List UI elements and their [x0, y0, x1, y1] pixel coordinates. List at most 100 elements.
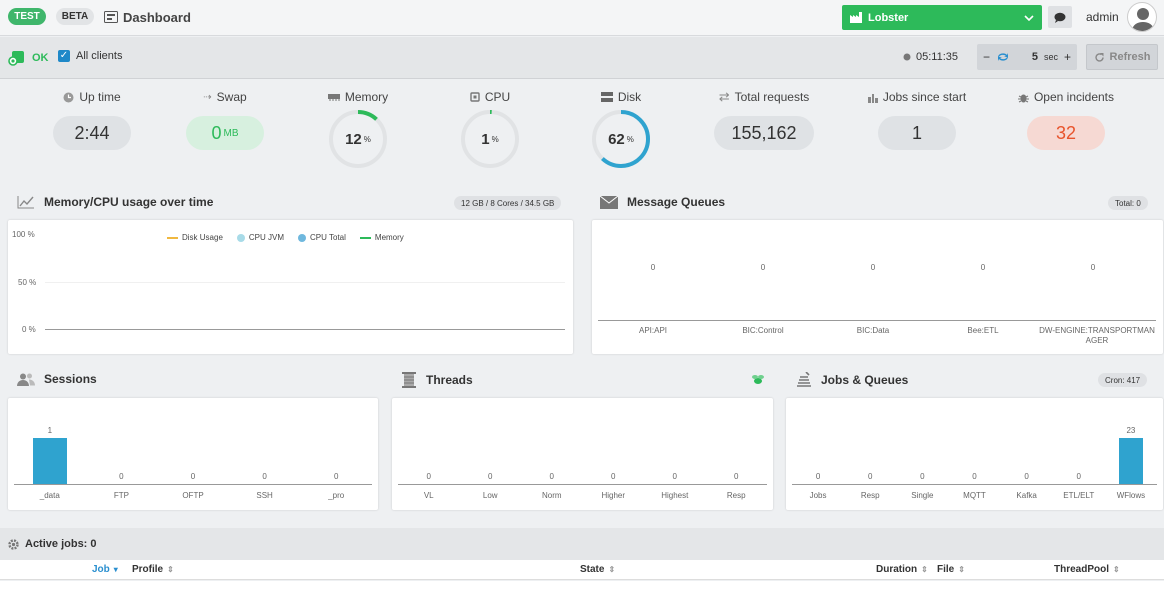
- memory-chip-icon: [327, 94, 340, 101]
- mq-card: 0 0 0 0 0 API:API BIC:Control BIC:Data B…: [592, 220, 1163, 354]
- page-title-text: Dashboard: [123, 9, 191, 25]
- column-header-file[interactable]: File ⇕: [937, 564, 965, 575]
- bar-value-label: 0: [333, 472, 339, 481]
- legend-item[interactable]: CPU Total: [298, 233, 346, 242]
- mq-category: API:API: [638, 326, 667, 335]
- bar-value-label: 0: [262, 472, 267, 481]
- test-badge: TEST: [8, 8, 46, 25]
- stat-disk: Disk 62%: [556, 90, 686, 170]
- x-axis: [792, 484, 1157, 485]
- tenant-select[interactable]: Lobster: [842, 5, 1042, 30]
- legend-swatch: [236, 233, 245, 242]
- stat-incidents-label: Open incidents: [1033, 90, 1115, 104]
- bar-value-label: 0: [867, 472, 873, 481]
- auto-refresh-icon[interactable]: [996, 51, 1010, 63]
- bee-icon[interactable]: [752, 375, 764, 388]
- sort-icon: ⇕: [167, 565, 174, 574]
- column-header-job[interactable]: Job ▾: [92, 564, 118, 575]
- bar-category-label: SSH: [256, 491, 273, 500]
- dashboard-icon: [104, 11, 118, 23]
- server-time: 05:11:35: [916, 51, 959, 63]
- x-axis: [14, 484, 372, 485]
- disk-gauge-unit: %: [626, 134, 634, 144]
- mq-title-text: Message Queues: [627, 195, 726, 209]
- increment-button[interactable]: +: [1063, 50, 1071, 64]
- mq-value: 0: [1090, 263, 1096, 272]
- mq-category: DW-ENGINE:TRANSPORTMANAGER: [1039, 326, 1155, 345]
- mq-total-tag: Total: 0: [1108, 196, 1148, 210]
- jq-title-text: Jobs & Queues: [821, 372, 909, 387]
- stat-memory-label: Memory: [344, 90, 389, 104]
- bar-category-label: Single: [911, 491, 934, 500]
- refresh-interval-stepper[interactable]: − 5 sec +: [977, 44, 1077, 70]
- bar-category-label: FTP: [113, 491, 129, 500]
- stat-uptime: Up time 2:44: [27, 90, 157, 150]
- jobs-icon: [867, 93, 878, 103]
- interval-value: 5: [1031, 51, 1038, 63]
- column-label: State: [580, 564, 605, 575]
- bar-value-label: 0: [549, 472, 554, 481]
- gauge-arc: [592, 110, 650, 168]
- bar-value-label: 0: [488, 472, 493, 481]
- column-label: Job: [92, 564, 110, 575]
- x-axis: [45, 329, 565, 330]
- stat-disk-label: Disk: [617, 90, 642, 104]
- threads-title: Threads: [401, 372, 473, 388]
- checkbox-checked-icon[interactable]: ✓: [58, 50, 70, 62]
- column-header-state[interactable]: State ⇕: [580, 564, 615, 575]
- column-header-threadpool[interactable]: ThreadPool ⇕: [1054, 564, 1120, 575]
- bar-category-label: WFlows: [1116, 491, 1146, 500]
- column-header-profile[interactable]: Profile ⇕: [132, 564, 174, 575]
- cpu-icon: [470, 92, 480, 102]
- legend-item[interactable]: CPU JVM: [236, 233, 284, 242]
- bar-category-label: OFTP: [182, 491, 204, 500]
- memory-gauge: 12%: [327, 108, 389, 170]
- bar-category-label: _data: [39, 491, 60, 500]
- jq-title: Jobs & Queues: [796, 372, 908, 387]
- legend-item[interactable]: Disk Usage: [167, 233, 223, 242]
- bar-category-label: Low: [482, 491, 498, 500]
- y-tick: 50 %: [18, 278, 37, 287]
- bar[interactable]: [32, 438, 67, 484]
- refresh-button[interactable]: Refresh: [1086, 44, 1158, 70]
- active-jobs-title-text: Active jobs: 0: [25, 538, 97, 550]
- stat-incidents-value[interactable]: 32: [1027, 116, 1105, 150]
- mq-value: 0: [980, 263, 986, 272]
- bar-category-label: Resp: [860, 491, 880, 500]
- jq-card: 0 Jobs 0 Resp 0 Single 0 MQTT 0 Kafka 0 ETL/ELT 23 WF…: [786, 398, 1163, 510]
- sessions-title: Sessions: [17, 372, 97, 386]
- legend-swatch: [167, 236, 178, 239]
- bar-value-label: 0: [972, 472, 977, 481]
- user-name[interactable]: admin: [1086, 10, 1119, 24]
- cpu-gauge-value: 1: [481, 130, 490, 148]
- status-bar: [0, 37, 1164, 79]
- tenant-value: Lobster: [868, 11, 909, 24]
- active-jobs-bar: [0, 528, 1164, 560]
- y-tick: 100 %: [12, 230, 35, 239]
- bug-icon: [1017, 94, 1029, 102]
- y-tick: 0 %: [22, 325, 36, 334]
- memcpu-tag: 12 GB / 8 Cores / 34.5 GB: [454, 196, 562, 210]
- column-label: ThreadPool: [1054, 564, 1110, 575]
- column-header-duration[interactable]: Duration ⇕: [876, 564, 928, 575]
- stat-jobs-value: 1: [878, 116, 956, 150]
- memcpu-card: 100 % 50 % 0 % Disk Usage CPU JVM CPU To…: [8, 220, 573, 354]
- bar[interactable]: [1118, 438, 1143, 484]
- all-clients-checkbox[interactable]: ✓ All clients: [58, 50, 122, 62]
- interval-unit: sec: [1043, 52, 1058, 62]
- stack-icon: [797, 372, 811, 387]
- jobs-table-body: [0, 581, 1164, 603]
- chat-button[interactable]: [1048, 6, 1072, 28]
- bar-category-label: MQTT: [963, 491, 986, 500]
- bar-value-label: 0: [426, 472, 431, 481]
- decrement-button[interactable]: −: [983, 50, 991, 64]
- stat-cpu: CPU 1%: [425, 90, 555, 170]
- mq-category: BIC:Data: [856, 326, 890, 335]
- bar-value-label: 0: [190, 472, 196, 481]
- legend-item[interactable]: Memory: [359, 233, 404, 242]
- mq-value: 0: [760, 263, 766, 272]
- avatar[interactable]: [1127, 2, 1157, 32]
- clock-icon: [63, 92, 74, 102]
- stat-uptime-label: Up time: [79, 90, 121, 104]
- refresh-label: Refresh: [1109, 51, 1151, 63]
